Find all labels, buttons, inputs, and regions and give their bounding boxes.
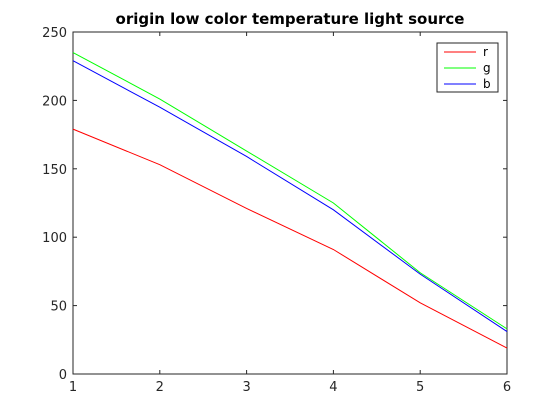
y-tick-label: 150 [42, 163, 67, 178]
series-lines [72, 52, 508, 349]
series-line-r [72, 128, 508, 349]
y-axis: 0 50 100 150 200 250 [42, 26, 507, 383]
y-tick-label: 50 [50, 300, 67, 315]
legend: r g b [436, 42, 499, 93]
legend-label-r: r [483, 45, 488, 59]
x-axis: 1 2 3 4 5 6 [69, 32, 511, 395]
x-tick-label: 4 [329, 380, 337, 395]
y-tick-label: 0 [59, 368, 67, 383]
plot-area [72, 31, 508, 375]
y-tick-label: 250 [42, 26, 67, 41]
y-tick-label: 100 [42, 231, 67, 246]
legend-label-g: g [483, 61, 491, 75]
y-tick-label: 200 [42, 94, 67, 109]
legend-label-b: b [483, 77, 491, 91]
series-line-b [72, 60, 508, 333]
chart-title: origin low color temperature light sourc… [116, 10, 465, 28]
x-tick-label: 3 [242, 380, 250, 395]
x-tick-label: 1 [69, 380, 77, 395]
x-tick-label: 5 [416, 380, 424, 395]
x-tick-label: 6 [503, 380, 511, 395]
series-line-g [72, 52, 508, 330]
x-tick-label: 2 [156, 380, 164, 395]
